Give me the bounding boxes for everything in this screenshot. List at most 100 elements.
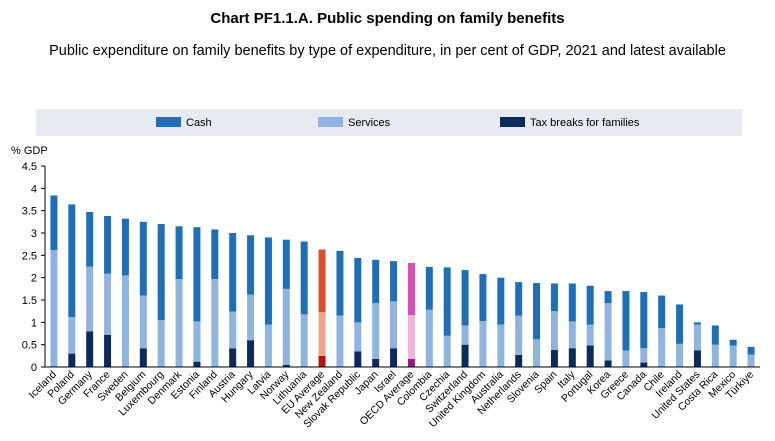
- bar-cash-belgium: [139, 221, 147, 296]
- bar-tax-austria: [229, 348, 237, 367]
- bar-cash-netherlands: [515, 282, 523, 316]
- bar-tax-japan: [372, 358, 380, 367]
- bar-services-lithuania: [300, 314, 308, 367]
- bar-cash-italy: [568, 283, 576, 322]
- bar-services-portugal: [586, 324, 594, 346]
- bar-services-luxembourg: [157, 320, 165, 367]
- bar-services-iceland: [50, 249, 58, 367]
- legend-swatch-services: [318, 117, 343, 127]
- bar-tax-slovak-republic: [354, 351, 362, 367]
- bar-cash-sweden: [121, 218, 129, 276]
- bar-services-spain: [550, 311, 558, 351]
- bar-cash-t-rkiye: [747, 346, 755, 355]
- bar-services-eu-average: [318, 312, 326, 356]
- bar-services-slovenia: [533, 339, 541, 367]
- chart-subtitle: Public expenditure on family benefits by…: [49, 43, 726, 59]
- bar-services-estonia: [193, 321, 201, 362]
- bar-cash-lithuania: [300, 241, 308, 315]
- bar-cash-israel: [390, 261, 398, 302]
- bar-cash-france: [104, 216, 112, 274]
- bar-services-mexico: [729, 345, 737, 367]
- bar-services-united-kingdom: [479, 320, 487, 367]
- bar-tax-oecd-average: [407, 358, 415, 367]
- bar-tax-israel: [390, 348, 398, 367]
- bar-tax-eu-average: [318, 355, 326, 367]
- bar-services-latvia: [264, 324, 272, 367]
- y-tick-label: 1: [31, 317, 37, 329]
- bar-cash-oecd-average: [407, 262, 415, 316]
- y-tick-label: 3.5: [22, 206, 37, 218]
- bar-services-france: [104, 273, 112, 335]
- bar-cash-japan: [372, 259, 380, 304]
- y-tick-label: 3: [31, 228, 37, 240]
- bar-services-canada: [640, 348, 648, 363]
- bar-tax-norway: [282, 364, 290, 367]
- bar-cash-norway: [282, 239, 290, 289]
- bar-services-czechia: [443, 335, 451, 367]
- bar-tax-hungary: [247, 340, 255, 367]
- bar-cash-czechia: [443, 267, 451, 336]
- bar-services-korea: [604, 303, 612, 361]
- bar-cash-iceland: [50, 195, 58, 250]
- y-tick-label: 4: [31, 183, 37, 195]
- legend-swatch-tax-breaks: [500, 117, 525, 127]
- bar-tax-netherlands: [515, 354, 523, 367]
- legend-label-services: Services: [348, 117, 391, 129]
- bar-cash-costa-rica: [711, 325, 719, 345]
- bar-cash-eu-average: [318, 249, 326, 313]
- bar-cash-korea: [604, 291, 612, 304]
- y-tick-label: 2.5: [22, 250, 37, 262]
- bar-services-new-zealand: [336, 315, 344, 367]
- bar-cash-canada: [640, 291, 648, 349]
- bar-cash-portugal: [586, 285, 594, 325]
- bar-tax-portugal: [586, 345, 594, 367]
- bar-services-ireland: [676, 343, 684, 367]
- bar-services-costa-rica: [711, 344, 719, 367]
- bar-services-australia: [497, 324, 505, 367]
- bar-services-finland: [211, 279, 219, 367]
- bar-tax-france: [104, 334, 112, 367]
- bar-services-greece: [622, 350, 630, 367]
- y-tick-label: 2: [31, 273, 37, 285]
- bar-tax-belgium: [139, 348, 147, 367]
- bar-services-colombia: [425, 309, 433, 367]
- bar-tax-switzerland: [461, 344, 469, 367]
- bar-cash-switzerland: [461, 270, 469, 326]
- y-tick-label: 0.5: [22, 340, 37, 352]
- bar-tax-italy: [568, 348, 576, 367]
- bar-services-denmark: [175, 279, 183, 367]
- bar-services-israel: [390, 301, 398, 349]
- bar-services-poland: [68, 316, 76, 354]
- bar-services-slovak-republic: [354, 322, 362, 352]
- bar-tax-germany: [86, 331, 94, 367]
- bar-cash-spain: [550, 283, 558, 312]
- bar-cash-luxembourg: [157, 224, 165, 321]
- x-axis: IcelandPolandGermanyFranceSwedenBelgiumL…: [27, 366, 760, 430]
- y-tick-label: 4.5: [22, 161, 37, 173]
- bar-cash-poland: [68, 204, 76, 317]
- bar-services-united-states: [693, 324, 701, 351]
- y-axis: 0 0.5 1 1.5 2 2.5 3 3.5 4 4.5: [22, 161, 46, 374]
- bar-services-austria: [229, 311, 237, 349]
- legend-label-cash: Cash: [186, 117, 212, 129]
- bar-services-belgium: [139, 295, 147, 349]
- bars: [50, 195, 755, 367]
- bar-services-t-rkiye: [747, 354, 755, 367]
- y-tick-label: 1.5: [22, 295, 37, 307]
- y-unit-label: % GDP: [11, 145, 48, 157]
- bar-services-sweden: [121, 275, 129, 367]
- chart-title: Chart PF1.1.A. Public spending on family…: [210, 10, 565, 27]
- bar-tax-spain: [550, 350, 558, 367]
- bar-services-germany: [86, 266, 94, 332]
- bar-services-netherlands: [515, 315, 523, 355]
- bar-cash-denmark: [175, 226, 183, 280]
- bar-cash-slovenia: [533, 283, 541, 340]
- bar-cash-latvia: [264, 237, 272, 325]
- bar-tax-canada: [640, 362, 648, 367]
- bar-cash-finland: [211, 229, 219, 280]
- bar-cash-new-zealand: [336, 250, 344, 316]
- legend: Cash Services Tax breaks for families: [36, 109, 742, 136]
- bar-cash-australia: [497, 277, 505, 325]
- legend-label-tax-breaks: Tax breaks for families: [530, 117, 640, 129]
- bar-cash-chile: [658, 295, 666, 329]
